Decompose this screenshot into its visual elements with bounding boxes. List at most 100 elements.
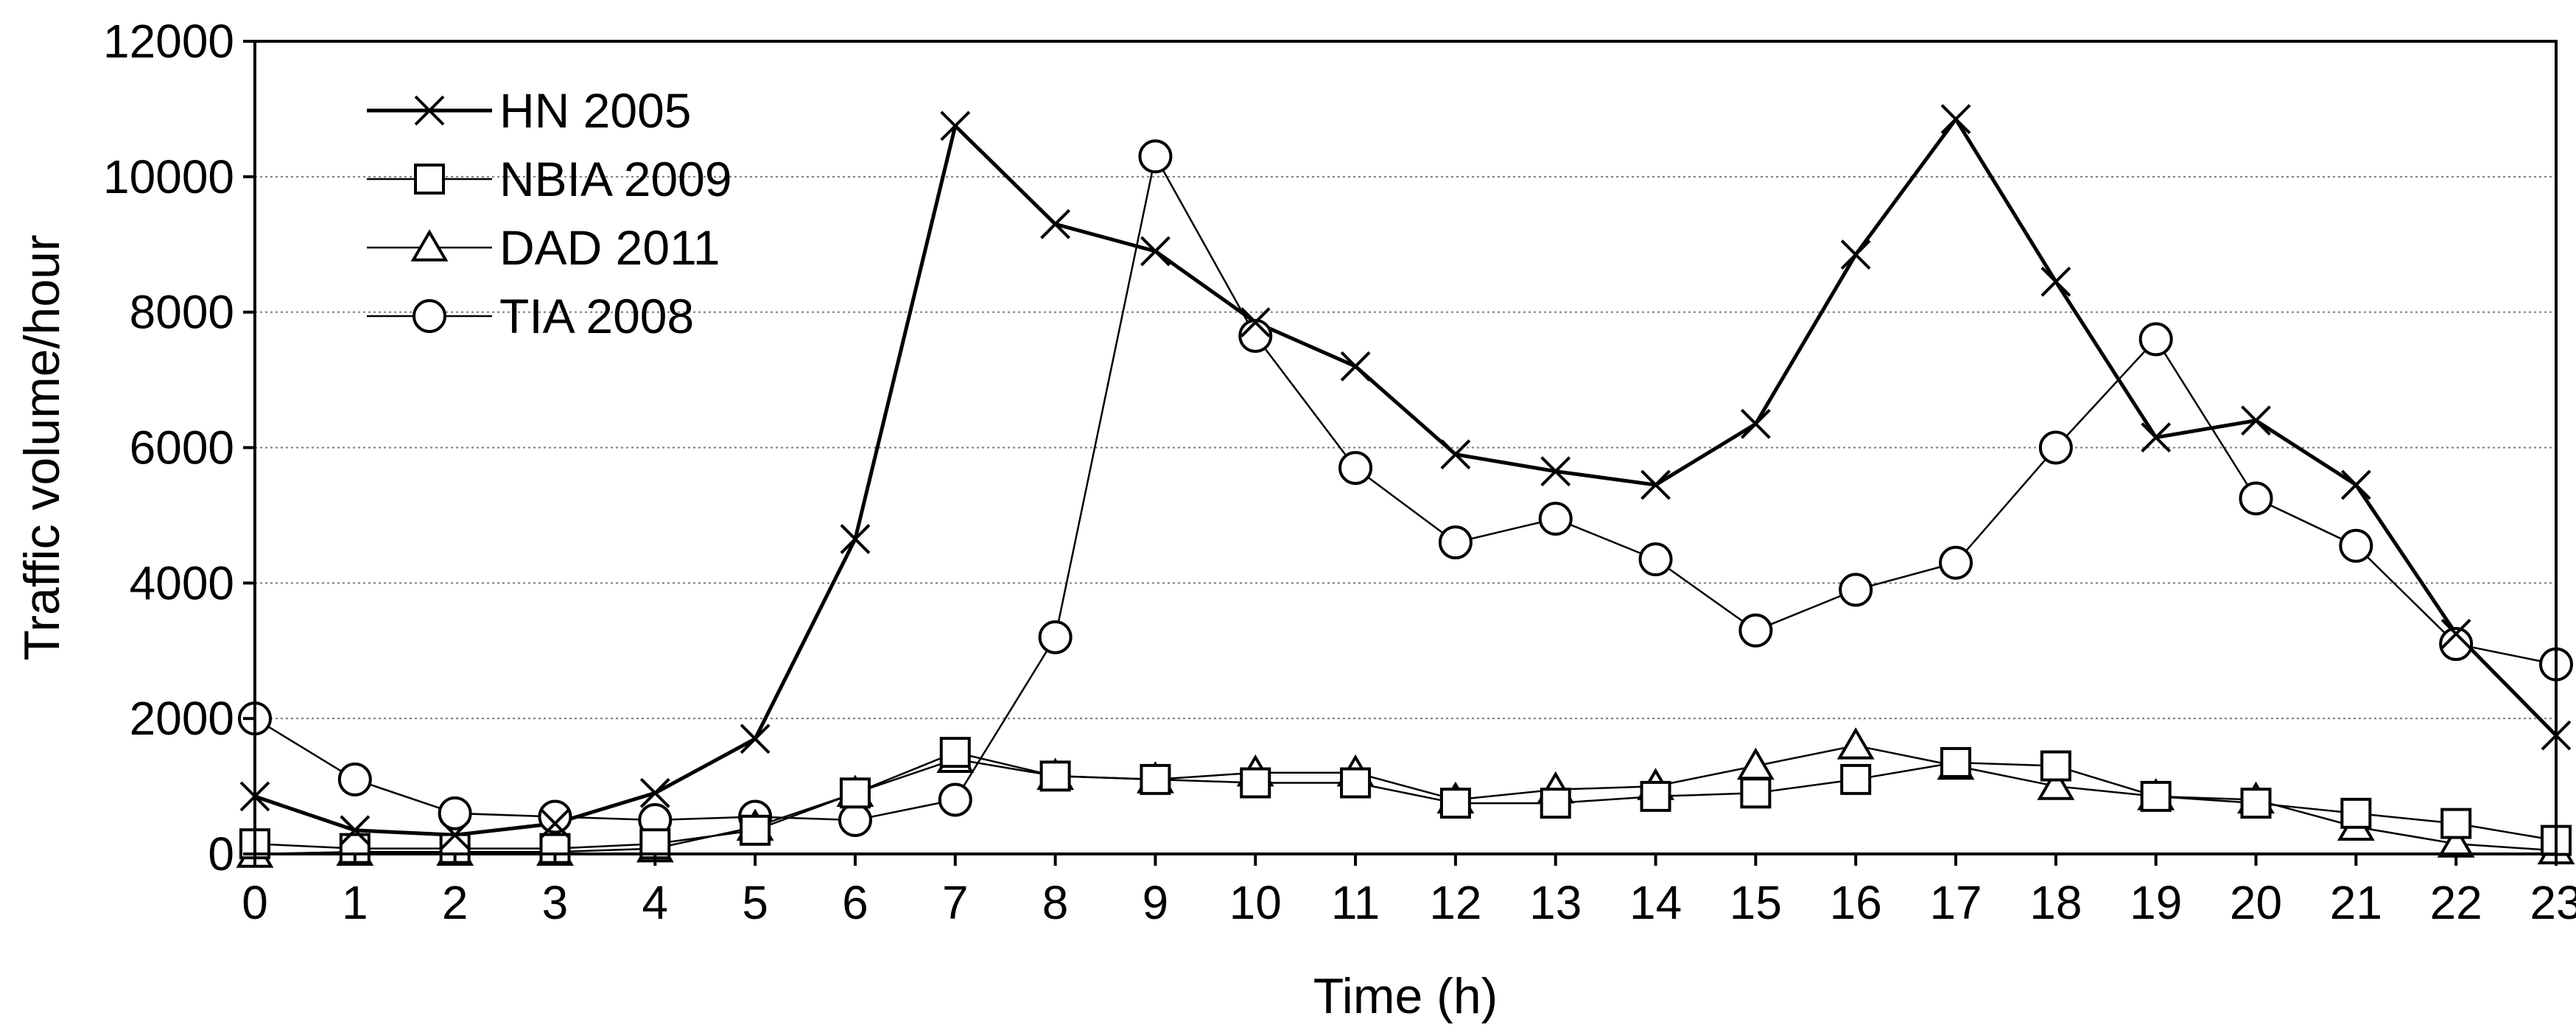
- data-point-hn-2005-stroke-b: [2040, 266, 2071, 297]
- data-point-nbia-2009: [2340, 797, 2372, 829]
- data-point-tia-2008: [938, 782, 972, 817]
- data-point-tia-2008: [538, 799, 572, 834]
- data-point-hn-2005-stroke-b: [1140, 236, 1171, 267]
- data-point-nbia-2009: [939, 737, 971, 768]
- data-point-tia-2008: [1738, 613, 1773, 648]
- x-axis-title: Time (h): [1313, 968, 1498, 1024]
- x-tick-label: 0: [242, 876, 268, 929]
- data-point-hn-2005-stroke-b: [940, 111, 971, 141]
- data-point-hn-2005: [1140, 236, 1171, 267]
- data-point-hn-2005: [1340, 351, 1371, 382]
- x-tick-label: 4: [642, 876, 669, 929]
- x-tick-label: 2: [442, 876, 468, 929]
- data-point-hn-2005: [540, 808, 570, 839]
- legend-marker-dad-2011: [410, 229, 449, 262]
- data-point-tia-2008: [2239, 481, 2273, 516]
- data-point-hn-2005-stroke-b: [540, 808, 570, 839]
- data-point-nbia-2009: [1439, 788, 1471, 819]
- y-tick-label: 6000: [130, 421, 234, 475]
- data-point-nbia-2009: [740, 814, 771, 846]
- data-point-hn-2005-stroke-b: [2141, 422, 2172, 453]
- data-point-tia-2008: [2339, 528, 2373, 563]
- x-tick-label: 17: [1929, 876, 1982, 929]
- data-point-hn-2005: [1940, 104, 1971, 135]
- data-point-hn-2005: [1640, 469, 1671, 500]
- x-tick-label: 19: [2130, 876, 2182, 929]
- data-point-nbia-2009: [1740, 777, 1772, 809]
- x-tick-label: 11: [1331, 876, 1380, 929]
- x-tick-label: 9: [1143, 876, 1169, 929]
- data-point-tia-2008: [838, 803, 872, 838]
- series-line-hn-2005: [254, 117, 2558, 837]
- data-point-hn-2005-stroke-b: [2340, 469, 2371, 500]
- data-point-tia-2008: [1338, 451, 1373, 486]
- data-point-nbia-2009: [1340, 767, 1372, 799]
- data-point-hn-2005-stroke-b: [1340, 351, 1371, 382]
- x-tick-label: 21: [2330, 876, 2382, 929]
- data-point-nbia-2009: [2040, 750, 2071, 782]
- x-tick-label: 18: [2029, 876, 2082, 929]
- data-point-hn-2005: [1840, 239, 1871, 270]
- y-axis-title: Traffic volume/hour: [14, 234, 70, 660]
- x-tick-label: 7: [942, 876, 969, 929]
- data-point-hn-2005-stroke-b: [1440, 439, 1471, 470]
- data-point-tia-2008: [2439, 627, 2474, 662]
- data-point-hn-2005-stroke-b: [340, 815, 371, 846]
- data-point-nbia-2009: [1240, 767, 1271, 799]
- series-line-nbia-2009: [254, 751, 2557, 850]
- legend-marker-tia-2008: [413, 299, 446, 333]
- data-point-tia-2008: [2038, 430, 2073, 465]
- x-tick-label: 23: [2530, 876, 2576, 929]
- data-point-hn-2005-stroke-b: [2241, 405, 2271, 436]
- data-point-hn-2005: [2040, 266, 2071, 297]
- data-point-hn-2005-stroke-b: [639, 777, 670, 808]
- x-tick-label: 20: [2230, 876, 2282, 929]
- y-tick-label: 0: [208, 827, 234, 880]
- data-point-nbia-2009: [1640, 780, 1671, 812]
- x-tick-label: 22: [2430, 876, 2482, 929]
- data-point-nbia-2009: [1140, 763, 1171, 795]
- data-point-hn-2005-stroke-b: [1040, 209, 1071, 239]
- gridlines: [255, 175, 2556, 720]
- series-lines: [254, 117, 2558, 855]
- x-tick-label: 8: [1042, 876, 1069, 929]
- legend-label-dad-2011: DAD 2011: [499, 220, 720, 275]
- data-point-hn-2005-stroke-b: [2440, 618, 2471, 649]
- data-point-hn-2005: [639, 777, 670, 808]
- data-point-tia-2008: [1939, 545, 1973, 580]
- x-tick-label: 13: [1529, 876, 1582, 929]
- x-tick-label: 15: [1730, 876, 1782, 929]
- legend: HN 2005 NBIA 2009 DAD 2011 TIA 2008: [367, 83, 732, 343]
- legend-label-hn-2005: HN 2005: [499, 83, 692, 138]
- data-point-nbia-2009: [839, 777, 871, 809]
- data-point-hn-2005: [740, 724, 771, 754]
- data-point-tia-2008: [438, 796, 472, 830]
- data-point-hn-2005: [2141, 422, 2172, 453]
- data-point-hn-2005-stroke-b: [1540, 456, 1571, 487]
- y-tick-label: 4000: [130, 556, 234, 609]
- y-tick-label: 12000: [103, 15, 234, 68]
- data-point-tia-2008: [1638, 542, 1673, 577]
- data-point-dad-2011: [1836, 727, 1875, 760]
- legend-marker-hn-2005: [414, 95, 445, 126]
- legend-label-nbia-2009: NBIA 2009: [499, 152, 732, 206]
- data-point-nbia-2009: [2140, 780, 2172, 812]
- data-point-hn-2005: [1040, 209, 1071, 239]
- data-point-tia-2008: [1038, 620, 1073, 654]
- data-point-hn-2005: [1440, 439, 1471, 470]
- data-point-hn-2005-stroke-b: [1640, 469, 1671, 500]
- data-point-tia-2008: [1839, 572, 1873, 607]
- legend-marker-nbia-2009: [414, 164, 445, 195]
- data-point-hn-2005: [2340, 469, 2371, 500]
- data-point-tia-2008: [2138, 322, 2173, 357]
- data-point-nbia-2009: [2440, 808, 2472, 839]
- data-point-hn-2005: [1240, 307, 1271, 337]
- data-point-nbia-2009: [2240, 788, 2272, 819]
- x-tick-label: 5: [742, 876, 768, 929]
- data-point-nbia-2009: [1940, 746, 1972, 778]
- data-point-hn-2005: [440, 819, 471, 850]
- x-tick-label: 14: [1629, 876, 1682, 929]
